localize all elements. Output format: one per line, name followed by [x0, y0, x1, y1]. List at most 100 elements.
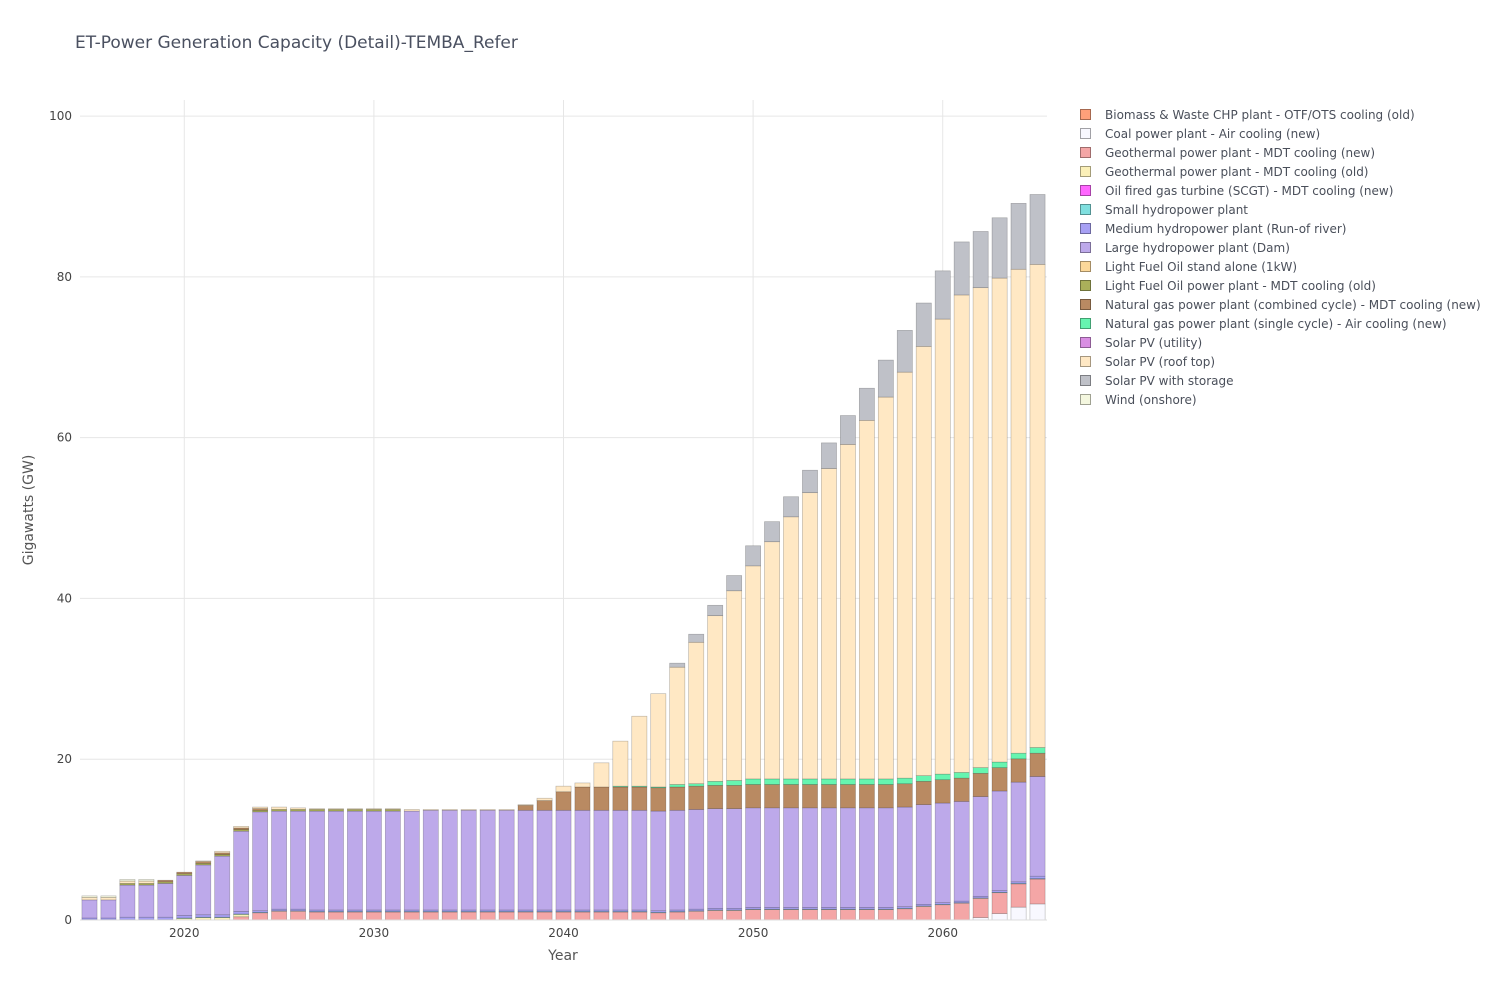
bar-segment — [631, 786, 648, 811]
bar-segment — [915, 346, 932, 776]
bar-segment — [688, 809, 705, 910]
bar-segment — [877, 807, 894, 908]
legend-item[interactable]: Medium hydropower plant (Run-of river) — [1080, 219, 1481, 238]
bar-segment — [366, 808, 382, 810]
bar-segment — [1029, 752, 1046, 777]
legend-swatch — [1080, 337, 1091, 348]
bar-segment — [479, 809, 496, 811]
bar-segment — [328, 810, 344, 911]
bar-segment — [745, 909, 761, 921]
legend-item[interactable]: Solar PV with storage — [1080, 371, 1481, 390]
bar-segment — [1029, 747, 1046, 754]
legend-item[interactable]: Geothermal power plant - MDT cooling (ne… — [1080, 143, 1481, 162]
bar-segment — [422, 809, 439, 811]
bar-segment — [403, 909, 420, 912]
bar-segment — [821, 778, 837, 785]
bar-segment — [783, 909, 799, 921]
legend-item[interactable]: Natural gas power plant (combined cycle)… — [1080, 295, 1481, 314]
bar-segment — [1029, 194, 1046, 265]
bar-segment — [271, 806, 287, 810]
bar-segment — [347, 808, 363, 810]
bar-segment — [176, 875, 193, 916]
bar-segment — [802, 807, 818, 908]
bar-segment — [991, 892, 1008, 914]
bar-segment — [650, 693, 667, 788]
bar-segment — [764, 807, 780, 908]
x-tick-label: 2050 — [738, 926, 769, 940]
legend-label: Large hydropower plant (Dam) — [1105, 240, 1290, 255]
bar-segment — [840, 415, 856, 445]
bar-segment — [972, 231, 989, 289]
legend-item[interactable]: Natural gas power plant (single cycle) -… — [1080, 314, 1481, 333]
y-tick-label: 20 — [57, 752, 72, 766]
bar-segment — [441, 911, 458, 921]
bar-segment — [707, 910, 724, 921]
bar-segment — [707, 808, 724, 909]
legend-label: Wind (onshore) — [1105, 392, 1197, 407]
bar-segment — [347, 810, 363, 911]
bar-segment — [991, 277, 1008, 763]
y-tick-label: 80 — [57, 270, 72, 284]
bar-segment — [517, 809, 534, 911]
legend-label: Biomass & Waste CHP plant - OTF/OTS cool… — [1105, 107, 1415, 122]
legend-item[interactable]: Light Fuel Oil power plant - MDT cooling… — [1080, 276, 1481, 295]
bar-segment — [934, 270, 951, 320]
legend-item[interactable]: Small hydropower plant — [1080, 200, 1481, 219]
bar-segment — [896, 777, 913, 785]
bar-segment — [934, 802, 951, 904]
bar-segment — [593, 786, 610, 811]
x-tick-label: 2040 — [548, 926, 579, 940]
bar-segment — [726, 785, 743, 809]
bar-segment — [536, 800, 553, 811]
bar-segment — [821, 468, 837, 780]
bar-segment — [650, 912, 667, 921]
bar-segment — [858, 807, 875, 908]
bar-segment — [953, 777, 970, 802]
legend-item[interactable]: Wind (onshore) — [1080, 390, 1481, 409]
bar-segment — [290, 807, 306, 810]
legend-label: Coal power plant - Air cooling (new) — [1105, 126, 1321, 141]
bar-segment — [631, 911, 648, 921]
bar-segment — [915, 302, 932, 347]
legend-label: Oil fired gas turbine (SCGT) - MDT cooli… — [1105, 183, 1394, 198]
bar-segment — [328, 808, 344, 810]
bar-segment — [669, 809, 686, 911]
bar-segment — [555, 791, 572, 811]
legend-item[interactable]: Geothermal power plant - MDT cooling (ol… — [1080, 162, 1481, 181]
legend-item[interactable]: Oil fired gas turbine (SCGT) - MDT cooli… — [1080, 181, 1481, 200]
bar-segment — [858, 387, 875, 421]
legend-item[interactable]: Solar PV (utility) — [1080, 333, 1481, 352]
legend-item[interactable]: Coal power plant - Air cooling (new) — [1080, 124, 1481, 143]
bar-segment — [707, 604, 724, 617]
bar-segment — [783, 496, 799, 518]
bar-segment — [612, 740, 629, 787]
bar-segment — [858, 778, 875, 785]
y-tick-label: 40 — [57, 591, 72, 605]
legend-item[interactable]: Biomass & Waste CHP plant - OTF/OTS cool… — [1080, 105, 1481, 124]
legend-swatch — [1080, 375, 1091, 386]
legend-swatch — [1080, 356, 1091, 367]
bar-segment — [726, 575, 743, 592]
bar-segment — [1010, 758, 1027, 783]
legend-label: Natural gas power plant (combined cycle)… — [1105, 297, 1481, 312]
bar-segment — [915, 804, 932, 905]
legend-item[interactable]: Light Fuel Oil stand alone (1kW) — [1080, 257, 1481, 276]
bar-segment — [934, 779, 951, 804]
bar-segment — [1029, 875, 1046, 879]
x-axis-title: Year — [547, 948, 578, 964]
legend-swatch — [1080, 128, 1091, 139]
legend-label: Small hydropower plant — [1105, 202, 1248, 217]
bar-segment — [877, 784, 894, 809]
legend-label: Medium hydropower plant (Run-of river) — [1105, 221, 1347, 236]
bar-segment — [384, 808, 401, 810]
bar-segment — [840, 807, 856, 908]
bar-segment — [460, 809, 477, 911]
legend-swatch — [1080, 109, 1091, 120]
bar-segment — [972, 897, 989, 918]
bar-segment — [536, 809, 553, 911]
bar-segment — [460, 809, 477, 811]
legend-item[interactable]: Solar PV (roof top) — [1080, 352, 1481, 371]
legend-swatch — [1080, 242, 1091, 253]
bar-segment — [1010, 203, 1027, 270]
legend-item[interactable]: Large hydropower plant (Dam) — [1080, 238, 1481, 257]
